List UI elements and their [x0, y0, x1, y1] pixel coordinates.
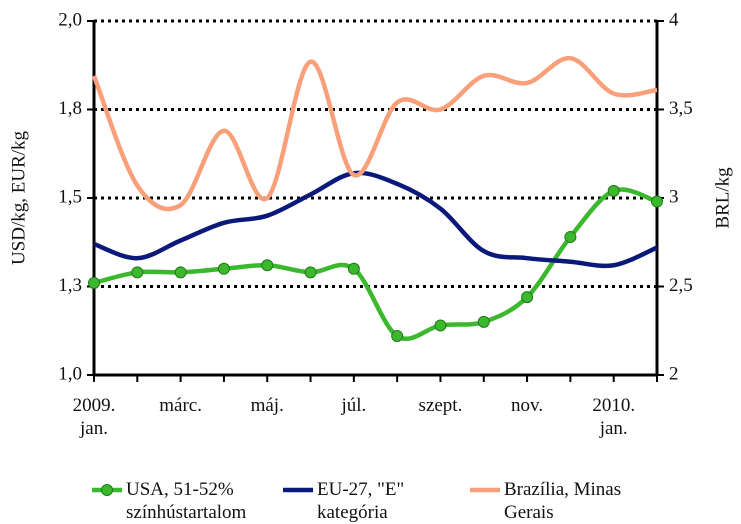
point: [521, 291, 534, 304]
x-tick-label: 2010. jan.: [592, 395, 636, 439]
legend-label: USA, 51-52% színhústartalom: [126, 479, 247, 523]
y-tick-label: 2,0: [58, 9, 82, 30]
y2-tick-label: 3: [669, 186, 679, 207]
x-tick-label: 2009. jan.: [72, 395, 116, 439]
point: [217, 262, 230, 275]
y-tick-label: 1,3: [58, 275, 82, 296]
y2-tick-label: 4: [669, 9, 679, 30]
x-tick-label: máj.: [250, 395, 284, 416]
y2-axis-label: BRL/kg: [712, 167, 733, 229]
x-tick-label: márc.: [159, 395, 202, 416]
legend-marker: [101, 484, 113, 496]
series-line: [91, 55, 658, 212]
y2-tick-label: 3,5: [669, 98, 693, 119]
point: [174, 266, 187, 279]
point: [347, 262, 360, 275]
point: [477, 315, 490, 328]
x-tick-label: nov.: [511, 395, 544, 416]
point: [391, 330, 404, 343]
x-tick-label: júl.: [341, 395, 367, 416]
point: [304, 266, 317, 279]
y-axis-label: USD/kg, EUR/kg: [8, 130, 29, 265]
y-tick-label: 1,0: [58, 363, 82, 384]
point: [564, 230, 577, 243]
y2-tick-label: 2: [669, 363, 679, 384]
x-tick-label: szept.: [418, 395, 463, 416]
y2-tick-label: 2,5: [669, 275, 693, 296]
y-tick-label: 1,8: [58, 98, 82, 119]
point: [651, 195, 663, 208]
point: [607, 184, 620, 197]
y-tick-label: 1,5: [58, 186, 82, 207]
point: [261, 259, 274, 272]
legend-label: EU-27, "E" kategória: [317, 479, 405, 523]
legend-label: Brazília, Minas Gerais: [504, 479, 622, 523]
point: [88, 276, 100, 289]
point: [131, 266, 144, 279]
series-line: [93, 170, 658, 269]
point: [434, 319, 447, 332]
